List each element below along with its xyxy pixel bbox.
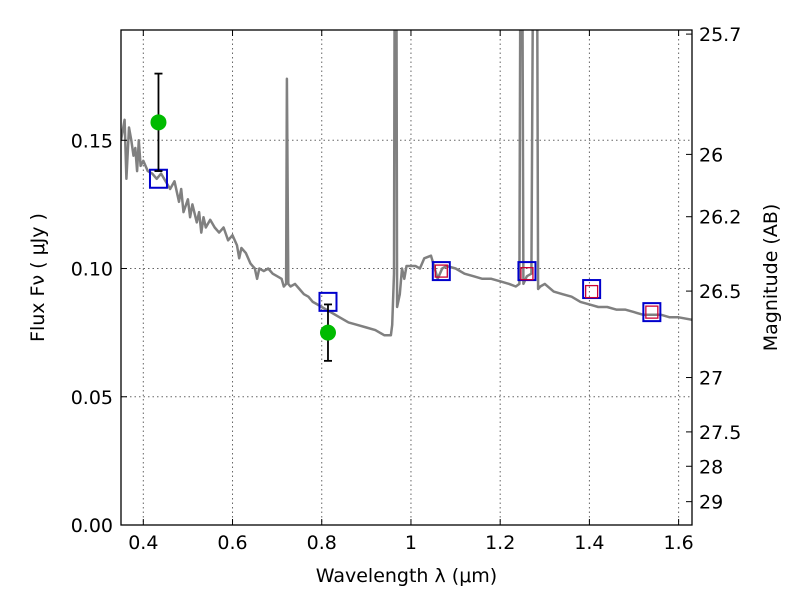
x-tick-label: 1 <box>405 532 417 554</box>
x-tick-label: 1.2 <box>485 532 515 554</box>
y-tick-label: 0.00 <box>71 515 113 537</box>
data-layer <box>121 30 692 362</box>
observed-photometry-square <box>434 264 448 278</box>
x-tick-label: 0.8 <box>307 532 337 554</box>
x-axis-title: Wavelength λ (μm) <box>316 565 497 587</box>
y-tick-label: 0.10 <box>71 259 113 281</box>
observed-photometry-square <box>645 305 659 319</box>
y-axis-title: Flux Fν ( μJy ) <box>27 213 49 342</box>
observed-photometry-square <box>584 284 599 299</box>
y2-tick-label: 28 <box>699 456 723 478</box>
spectrum-line <box>121 30 692 337</box>
y2-tick-label: 27 <box>699 368 723 390</box>
plot-frame <box>120 29 693 526</box>
x-tick-label: 1.6 <box>664 532 694 554</box>
model-photometry-square <box>431 261 451 282</box>
observed-photometry-square <box>520 267 534 281</box>
observed-point-circle <box>150 114 167 131</box>
observed-point-circle <box>319 324 336 341</box>
y2-tick-label: 29 <box>699 492 723 514</box>
x-tick-label: 0.4 <box>128 532 158 554</box>
x-tick-label: 0.6 <box>217 532 247 554</box>
x-tick-label: 1.4 <box>574 532 604 554</box>
y-tick-label: 0.15 <box>71 130 113 152</box>
y2-tick-label: 27.5 <box>699 422 741 444</box>
y2-tick-label: 26.5 <box>699 281 741 303</box>
y2-axis-title: Magnitude (AB) <box>760 204 782 352</box>
y-tick-label: 0.05 <box>71 387 113 409</box>
y2-tick-label: 25.7 <box>699 24 741 46</box>
y2-tick-label: 26.2 <box>699 207 741 229</box>
y2-tick-label: 26 <box>699 144 723 166</box>
model-photometry-square <box>642 302 662 323</box>
grid <box>121 30 692 525</box>
